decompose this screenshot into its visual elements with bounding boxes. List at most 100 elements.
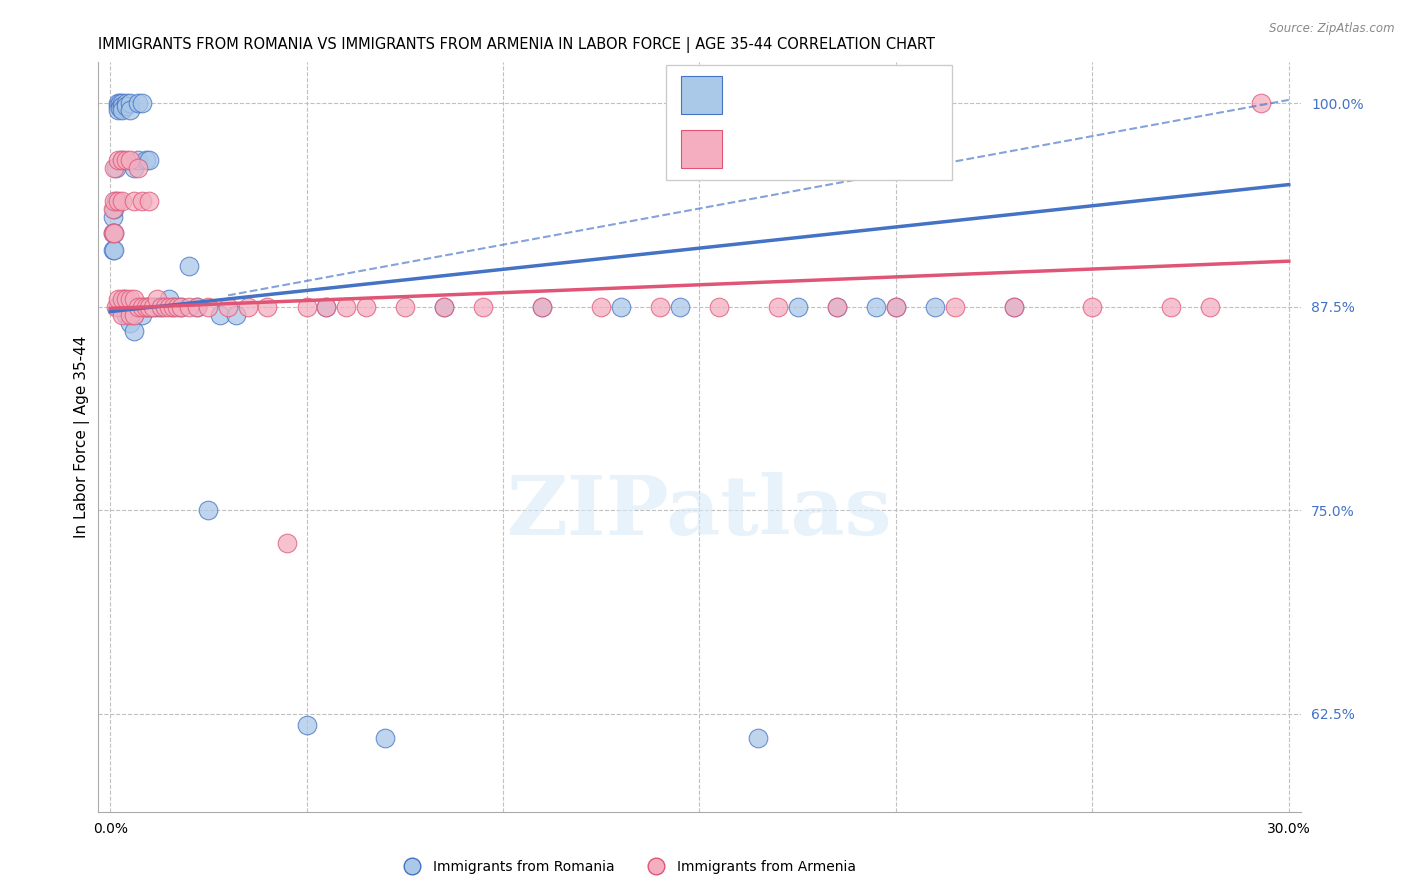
Point — [610, 300, 633, 314]
Point — [924, 300, 946, 314]
Point — [786, 300, 808, 314]
Point — [118, 292, 141, 306]
Point — [943, 300, 966, 314]
Point — [884, 300, 907, 314]
Point — [433, 300, 456, 314]
Point — [103, 227, 125, 241]
Point — [118, 308, 141, 322]
Point — [472, 300, 495, 314]
Point — [115, 308, 138, 322]
Point — [127, 161, 149, 176]
Point — [315, 300, 337, 314]
Point — [591, 300, 613, 314]
Point — [135, 153, 157, 168]
Point — [122, 308, 145, 322]
Point — [107, 300, 129, 314]
Point — [108, 96, 131, 111]
Point — [138, 300, 160, 314]
Point — [142, 300, 165, 314]
Point — [225, 308, 247, 322]
Point — [122, 194, 145, 208]
Point — [115, 292, 138, 306]
Point — [295, 300, 318, 314]
Bar — [681, 76, 723, 114]
Point — [150, 300, 173, 314]
Point — [138, 194, 160, 208]
Point — [146, 300, 169, 314]
Point — [115, 153, 138, 168]
Point — [197, 300, 219, 314]
Point — [105, 194, 128, 208]
Point — [118, 103, 141, 117]
Point — [103, 202, 125, 216]
Point — [138, 153, 160, 168]
Point — [107, 96, 129, 111]
Point — [162, 300, 184, 314]
Point — [111, 300, 134, 314]
Point — [209, 308, 232, 322]
Point — [127, 96, 149, 111]
Point — [135, 300, 157, 314]
Point — [1002, 300, 1025, 314]
Point — [217, 300, 239, 314]
Point — [138, 300, 160, 314]
Text: IMMIGRANTS FROM ROMANIA VS IMMIGRANTS FROM ARMENIA IN LABOR FORCE | AGE 35-44 CO: IMMIGRANTS FROM ROMANIA VS IMMIGRANTS FR… — [98, 37, 935, 53]
Point — [236, 300, 259, 314]
Point — [103, 210, 125, 224]
Point — [105, 161, 128, 176]
Point — [122, 308, 145, 322]
Y-axis label: In Labor Force | Age 35-44: In Labor Force | Age 35-44 — [75, 336, 90, 538]
Bar — [681, 130, 723, 169]
Point — [127, 153, 149, 168]
Point — [394, 300, 416, 314]
Point — [157, 300, 180, 314]
Point — [111, 194, 134, 208]
Point — [107, 194, 129, 208]
Point — [865, 300, 887, 314]
Point — [150, 300, 173, 314]
Point — [103, 161, 125, 176]
Point — [122, 161, 145, 176]
Point — [1002, 300, 1025, 314]
Point — [186, 300, 208, 314]
Point — [103, 243, 125, 257]
Point — [103, 194, 125, 208]
Point — [103, 202, 125, 216]
Legend: Immigrants from Romania, Immigrants from Armenia: Immigrants from Romania, Immigrants from… — [392, 855, 862, 880]
FancyBboxPatch shape — [666, 65, 952, 180]
Point — [162, 300, 184, 314]
Point — [177, 300, 200, 314]
Point — [433, 300, 456, 314]
Point — [276, 536, 298, 550]
Point — [131, 300, 153, 314]
Point — [105, 300, 128, 314]
Point — [135, 300, 157, 314]
Text: R = 0.153    N = 63: R = 0.153 N = 63 — [737, 140, 900, 158]
Point — [197, 503, 219, 517]
Point — [111, 153, 134, 168]
Point — [170, 300, 193, 314]
Point — [111, 153, 134, 168]
Point — [650, 300, 672, 314]
Point — [107, 103, 129, 117]
Point — [107, 99, 129, 113]
Point — [825, 300, 848, 314]
Point — [131, 96, 153, 111]
Point — [669, 300, 692, 314]
Point — [170, 300, 193, 314]
Point — [111, 292, 134, 306]
Point — [112, 292, 135, 306]
Point — [103, 227, 125, 241]
Point — [131, 194, 153, 208]
Text: R = 0.155    N = 67: R = 0.155 N = 67 — [737, 86, 900, 104]
Point — [315, 300, 337, 314]
Point — [335, 300, 357, 314]
Point — [531, 300, 554, 314]
Point — [118, 153, 141, 168]
Point — [127, 300, 149, 314]
Point — [1199, 300, 1222, 314]
Point — [354, 300, 377, 314]
Point — [122, 300, 145, 314]
Point — [295, 718, 318, 732]
Point — [115, 300, 138, 314]
